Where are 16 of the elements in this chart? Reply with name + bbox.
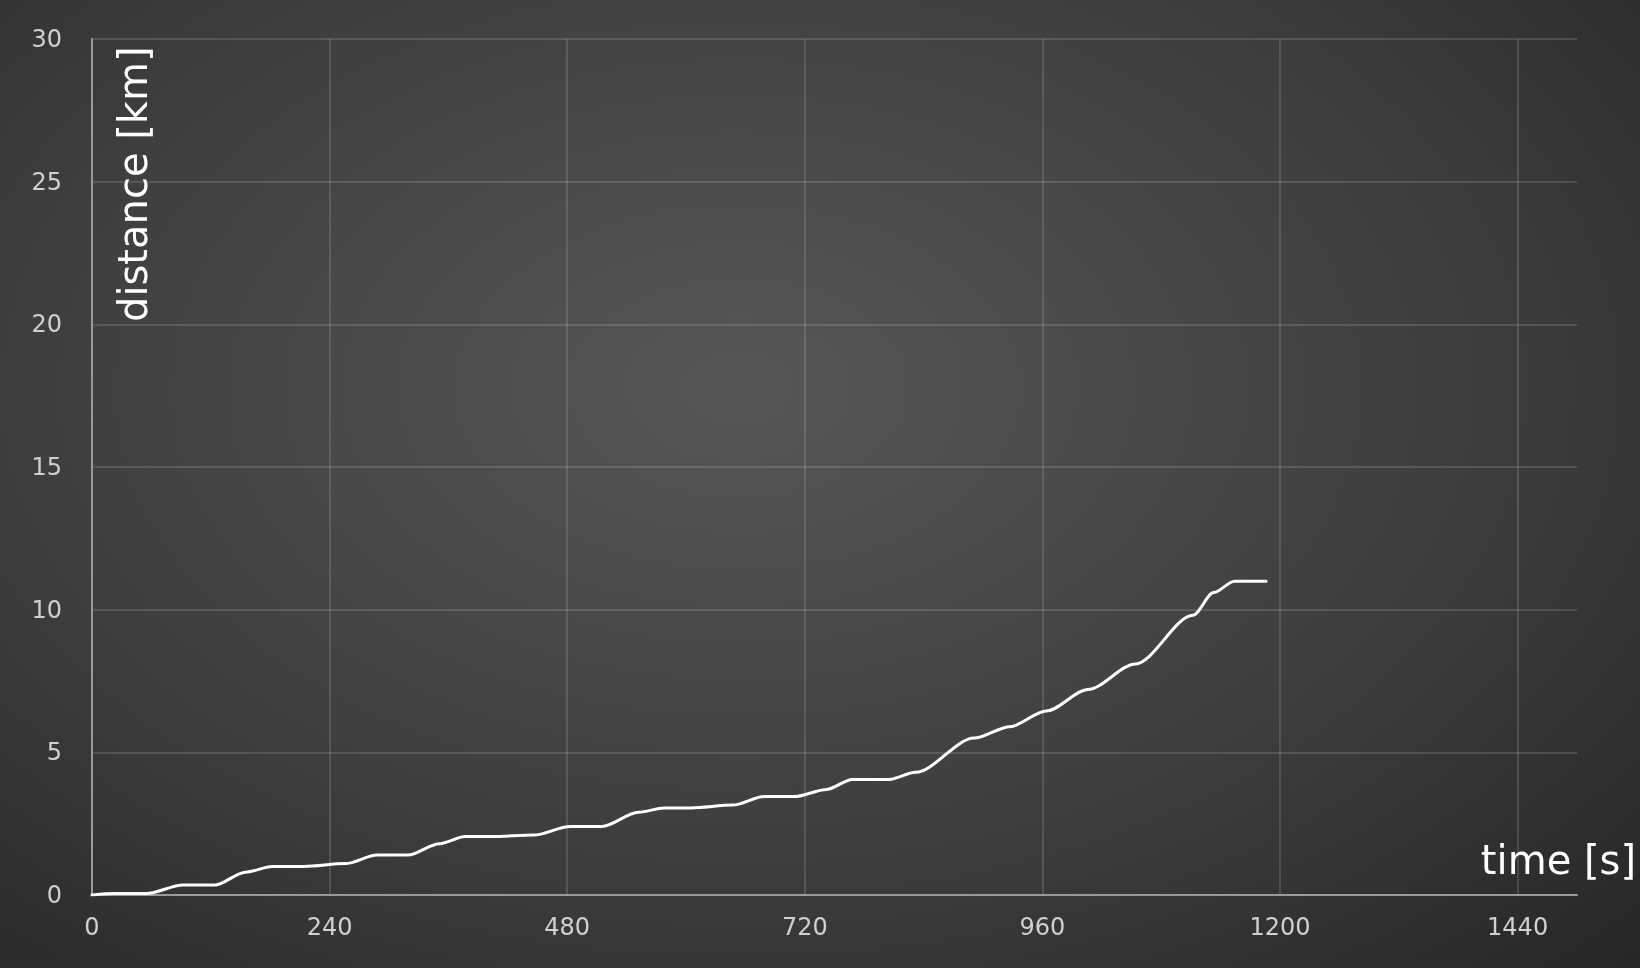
y-tick-label: 0 xyxy=(46,881,62,909)
x-tick-label: 1440 xyxy=(1487,913,1549,941)
x-tick-label: 240 xyxy=(306,913,353,941)
x-tick-label: 0 xyxy=(84,913,100,941)
y-tick-label: 10 xyxy=(31,595,62,624)
x-tick-label: 720 xyxy=(781,913,828,941)
y-tick-label: 30 xyxy=(31,25,62,53)
x-axis-title: time [s] xyxy=(1480,837,1636,883)
y-axis-title: distance [km] xyxy=(110,46,156,322)
x-tick-label: 960 xyxy=(1019,913,1066,941)
y-tick-label: 15 xyxy=(31,453,62,481)
x-tick-label: 1200 xyxy=(1249,913,1311,941)
y-tick-label: 20 xyxy=(31,310,62,339)
y-tick-label: 25 xyxy=(31,167,62,196)
x-tick-label: 480 xyxy=(544,913,591,941)
y-tick-label: 5 xyxy=(46,738,62,767)
